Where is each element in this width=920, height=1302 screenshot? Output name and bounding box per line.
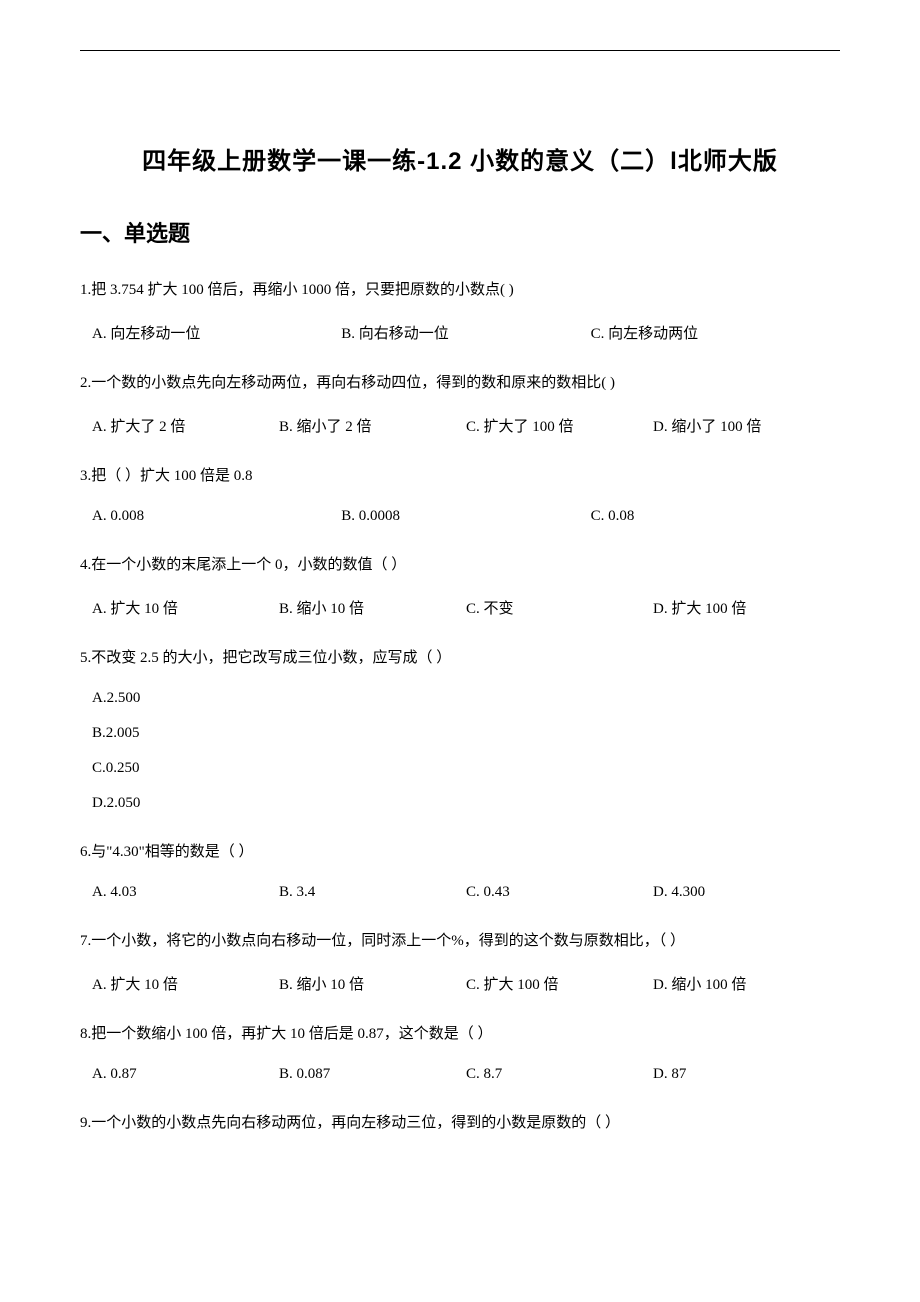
question-7: 7.一个小数，将它的小数点向右移动一位，同时添上一个%，得到的这个数与原数相比，… <box>80 929 840 953</box>
option-7b: B. 缩小 10 倍 <box>279 973 466 994</box>
option-2b: B. 缩小了 2 倍 <box>279 415 466 436</box>
option-7c: C. 扩大 100 倍 <box>466 973 653 994</box>
option-6b: B. 3.4 <box>279 884 466 901</box>
option-5b: B.2.005 <box>92 725 840 742</box>
option-6a: A. 4.03 <box>92 884 279 901</box>
option-2d: D. 缩小了 100 倍 <box>653 415 840 436</box>
question-9: 9.一个小数的小数点先向右移动两位，再向左移动三位，得到的小数是原数的（ ） <box>80 1111 840 1135</box>
question-8-options: A. 0.87 B. 0.087 C. 8.7 D. 87 <box>80 1066 840 1083</box>
document-title: 四年级上册数学一课一练-1.2 小数的意义（二）l北师大版 <box>80 141 840 176</box>
question-1: 1.把 3.754 扩大 100 倍后，再缩小 1000 倍，只要把原数的小数点… <box>80 278 840 302</box>
option-8b: B. 0.087 <box>279 1066 466 1083</box>
option-4b: B. 缩小 10 倍 <box>279 597 466 618</box>
option-8a: A. 0.87 <box>92 1066 279 1083</box>
option-6c: C. 0.43 <box>466 884 653 901</box>
question-5: 5.不改变 2.5 的大小，把它改写成三位小数，应写成（ ） <box>80 646 840 670</box>
option-5c: C.0.250 <box>92 760 840 777</box>
question-3: 3.把（ ）扩大 100 倍是 0.8 <box>80 464 840 488</box>
option-8c: C. 8.7 <box>466 1066 653 1083</box>
question-6: 6.与"4.30"相等的数是（ ） <box>80 840 840 864</box>
question-4-options: A. 扩大 10 倍 B. 缩小 10 倍 C. 不变 D. 扩大 100 倍 <box>80 597 840 618</box>
top-divider <box>80 50 840 51</box>
option-6d: D. 4.300 <box>653 884 840 901</box>
option-1b: B. 向右移动一位 <box>341 322 590 343</box>
question-8: 8.把一个数缩小 100 倍，再扩大 10 倍后是 0.87，这个数是（ ） <box>80 1022 840 1046</box>
question-1-options: A. 向左移动一位 B. 向右移动一位 C. 向左移动两位 <box>80 322 840 343</box>
option-3b: B. 0.0008 <box>341 508 590 525</box>
question-2-options: A. 扩大了 2 倍 B. 缩小了 2 倍 C. 扩大了 100 倍 D. 缩小… <box>80 415 840 436</box>
option-4d: D. 扩大 100 倍 <box>653 597 840 618</box>
question-6-options: A. 4.03 B. 3.4 C. 0.43 D. 4.300 <box>80 884 840 901</box>
question-5-options: A.2.500 B.2.005 C.0.250 D.2.050 <box>80 690 840 812</box>
question-4: 4.在一个小数的末尾添上一个 0，小数的数值（ ） <box>80 553 840 577</box>
option-7d: D. 缩小 100 倍 <box>653 973 840 994</box>
option-4c: C. 不变 <box>466 597 653 618</box>
question-3-options: A. 0.008 B. 0.0008 C. 0.08 <box>80 508 840 525</box>
option-5d: D.2.050 <box>92 795 840 812</box>
option-7a: A. 扩大 10 倍 <box>92 973 279 994</box>
option-1c: C. 向左移动两位 <box>591 322 840 343</box>
section-header: 一、单选题 <box>80 216 840 248</box>
option-5a: A.2.500 <box>92 690 840 707</box>
option-8d: D. 87 <box>653 1066 840 1083</box>
option-2a: A. 扩大了 2 倍 <box>92 415 279 436</box>
option-2c: C. 扩大了 100 倍 <box>466 415 653 436</box>
option-4a: A. 扩大 10 倍 <box>92 597 279 618</box>
option-3c: C. 0.08 <box>591 508 840 525</box>
question-7-options: A. 扩大 10 倍 B. 缩小 10 倍 C. 扩大 100 倍 D. 缩小 … <box>80 973 840 994</box>
question-2: 2.一个数的小数点先向左移动两位，再向右移动四位，得到的数和原来的数相比( ) <box>80 371 840 395</box>
option-1a: A. 向左移动一位 <box>92 322 341 343</box>
option-3a: A. 0.008 <box>92 508 341 525</box>
